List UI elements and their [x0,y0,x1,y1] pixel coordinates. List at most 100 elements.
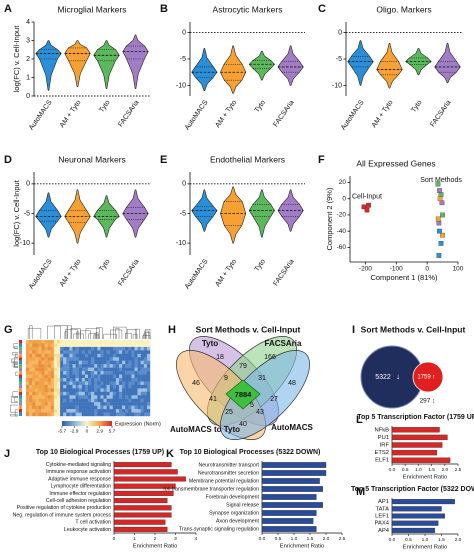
heatmap-cell [72,353,76,358]
dendrogram [12,352,18,356]
x-tick-label: AutoMACS [28,99,54,132]
heatmap-cell [146,364,151,368]
heatmap-cell [103,388,107,393]
heatmap-cell [134,367,138,372]
region-count: 31 [258,375,266,382]
heatmap-cell [128,364,132,368]
heatmap-cell [115,340,120,344]
heatmap-cell [26,340,30,344]
heatmap-cell [44,395,48,399]
heatmap-cell [100,360,104,365]
heatmap-cell [75,346,79,351]
heatmap-cell [44,340,48,344]
heatmap-cell [103,384,107,389]
heatmap-cell [66,395,70,399]
heatmap-cell [29,391,33,396]
heatmap-cell [53,409,58,413]
heatmap-cell [81,353,86,358]
heatmap-cell [66,367,70,372]
heatmap-cell [137,388,141,393]
heatmap-cell [81,391,86,396]
heatmap-cell [115,374,120,379]
heatmap-cell [75,367,79,372]
heatmap-cell [63,346,67,351]
category-label: PU1 [378,435,389,441]
heatmap-cell [94,343,98,348]
heatmap-cell [88,350,92,355]
chart-title: All Expressed Genes [356,158,435,168]
heatmap-cell [35,364,39,368]
heatmap-cell [115,360,120,365]
heatmap-cell [32,378,36,382]
heatmap-cell [26,353,30,358]
heatmap-cell [125,346,129,351]
heatmap-cell [91,409,95,413]
heatmap-cell [134,340,138,344]
heatmap-cell [50,340,55,344]
heatmap-cell [60,378,64,382]
dendrogram [14,396,18,403]
panel-letter: C [318,3,326,15]
panel-letter: D [4,154,12,166]
heatmap-cell [143,405,148,410]
category-label: Positive regulation of cytokine producti… [17,505,111,511]
heatmap-cell [60,360,64,365]
heatmap-cell [81,388,86,393]
y-tick-label: 2 [26,56,30,63]
heatmap-cell [91,378,95,382]
heatmap-cell [84,357,89,361]
heatmap-cell [47,405,51,410]
dendrogram [11,396,18,403]
dendrogram [76,331,80,339]
heatmap-cell [97,398,101,403]
heatmap-cell [140,350,144,355]
heatmap-cell [57,384,61,389]
dendrogram [15,371,18,376]
heatmap-cell [94,350,98,355]
heatmap-cell [63,371,67,375]
heatmap-cell [53,340,58,344]
heatmap-cell [60,367,64,372]
heatmap-cell [131,350,135,355]
heatmap-cell [97,364,101,368]
heatmap-cell [50,371,55,375]
heatmap-cell [112,346,117,351]
y-tick-label: -10 [176,82,186,89]
heatmap-cell [131,398,135,403]
chart-title: Astrocytic Markers [213,4,283,14]
heatmap-cell [106,391,110,396]
heatmap-cell [143,346,148,351]
heatmap-cell [50,367,55,372]
heatmap-cell [50,346,55,351]
chart-title: Top 5 Transcription Factor (5322 DOWN) [351,486,474,493]
dendrogram [14,363,18,367]
heatmap-cell [88,378,92,382]
heatmap-cell [57,405,61,410]
heatmap-cell [112,374,117,379]
heatmap-cell [63,395,67,399]
heatmap-cell [29,398,33,403]
heatmap-cell [47,367,51,372]
x-tick-label: FACSAria [272,99,295,128]
x-tick-label: 0 [425,266,429,273]
heatmap-cell [53,343,58,348]
heatmap-cell [97,409,101,413]
heatmap-cell [47,409,51,413]
heatmap-cell [75,388,79,393]
heatmap-cell [134,402,138,406]
heatmap-cell [84,364,89,368]
heatmap-cell [109,360,113,365]
heatmap-cell [119,405,123,410]
y-tick-label: 0 [182,29,186,36]
heatmap-cell [75,350,79,355]
row-annotation [19,364,22,368]
heatmap-cell [94,353,98,358]
heatmap-cell [134,412,138,417]
heatmap-cell [26,391,30,396]
heatmap-cell [75,381,79,386]
heatmap-cell [109,405,113,410]
heatmap-cell [75,371,79,375]
x-tick-label: 2.0 [455,537,462,543]
heatmap-cell [97,391,101,396]
heatmap-cell [41,409,45,413]
